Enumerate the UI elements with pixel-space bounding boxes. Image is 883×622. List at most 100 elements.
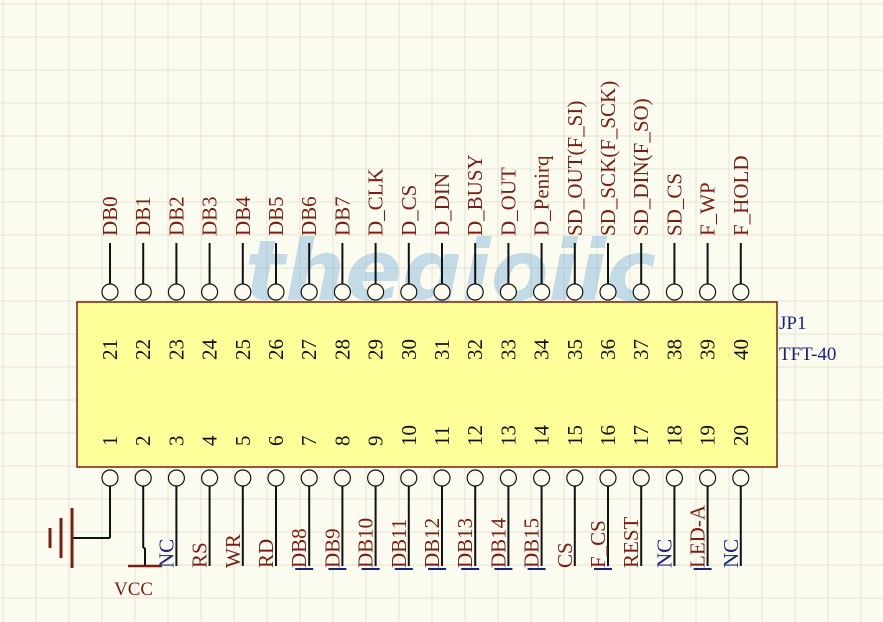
pin-number: 12 bbox=[463, 425, 487, 446]
pin-terminal[interactable] bbox=[400, 469, 418, 487]
top-pin[interactable]: 34 D_Penirq bbox=[530, 155, 554, 360]
bottom-pin[interactable]: 6 RD bbox=[254, 436, 288, 569]
pin-number: 30 bbox=[397, 339, 421, 360]
top-pin[interactable]: 40 F_HOLD bbox=[729, 155, 753, 360]
bottom-pin[interactable]: 16 F_CS bbox=[586, 425, 620, 570]
top-pin[interactable]: 26 DB5 bbox=[264, 196, 288, 360]
pin-label: DB1 bbox=[131, 196, 155, 236]
pin-terminal[interactable] bbox=[732, 469, 750, 487]
pin-number: 13 bbox=[496, 425, 520, 446]
pin-terminal[interactable] bbox=[167, 469, 185, 487]
bottom-pin[interactable]: 3 NC bbox=[154, 436, 188, 569]
pin-label: DB15 bbox=[520, 518, 544, 568]
top-pin[interactable]: 38 SD_CS bbox=[662, 173, 686, 360]
top-pin[interactable]: 28 DB7 bbox=[330, 196, 354, 360]
top-pin[interactable]: 24 DB3 bbox=[198, 196, 222, 360]
pin-terminal[interactable] bbox=[599, 469, 617, 487]
top-pin[interactable]: 36 SD_SCK(F_SCK) bbox=[596, 81, 620, 360]
pin-terminal[interactable] bbox=[599, 283, 617, 301]
pin-terminal[interactable] bbox=[234, 469, 252, 487]
top-pin[interactable]: 25 DB4 bbox=[231, 196, 255, 360]
pin-terminal[interactable] bbox=[267, 283, 285, 301]
pin-terminal[interactable] bbox=[566, 469, 584, 487]
pin-terminal[interactable] bbox=[632, 283, 650, 301]
pin-terminal[interactable] bbox=[101, 469, 119, 487]
top-pin[interactable]: 21 DB0 bbox=[98, 196, 122, 360]
pin-terminal[interactable] bbox=[367, 283, 385, 301]
pin-label: REST bbox=[619, 516, 643, 568]
pin-number: 16 bbox=[596, 425, 620, 446]
top-pin[interactable]: 39 F_WP bbox=[696, 182, 720, 360]
top-pin[interactable]: 37 SD_DIN(F_SO) bbox=[629, 98, 653, 360]
pin-number: 19 bbox=[696, 425, 720, 446]
pin-terminal[interactable] bbox=[300, 283, 318, 301]
pin-terminal[interactable] bbox=[201, 469, 219, 487]
top-pin[interactable]: 29 D_CLK bbox=[364, 168, 388, 360]
pin-label: D_DIN bbox=[430, 173, 454, 236]
pin-terminal[interactable] bbox=[333, 283, 351, 301]
pin-terminal[interactable] bbox=[267, 469, 285, 487]
top-pin[interactable]: 32 D_BUSY bbox=[463, 154, 487, 360]
pin-number: 40 bbox=[729, 339, 753, 360]
bottom-pin[interactable]: 13 DB14 bbox=[486, 425, 520, 570]
pin-terminal[interactable] bbox=[466, 469, 484, 487]
bottom-pin[interactable]: 19 LED-A bbox=[686, 425, 720, 570]
pin-terminal[interactable] bbox=[466, 283, 484, 301]
top-pin[interactable]: 22 DB1 bbox=[131, 196, 155, 360]
bottom-pin[interactable]: 15 CS bbox=[553, 425, 587, 568]
bottom-pin[interactable]: 8 DB9 bbox=[320, 436, 354, 570]
pin-terminal[interactable] bbox=[333, 469, 351, 487]
pin-number: 29 bbox=[364, 339, 388, 360]
pin-terminal[interactable] bbox=[499, 283, 517, 301]
pin-terminal[interactable] bbox=[300, 469, 318, 487]
pin-label: F_WP bbox=[696, 182, 720, 236]
pin-terminal[interactable] bbox=[665, 283, 684, 301]
pin-number: 8 bbox=[330, 436, 354, 447]
bottom-pin[interactable]: 4 RS bbox=[188, 435, 222, 568]
bottom-pin[interactable]: 9 DB10 bbox=[354, 436, 388, 570]
pin-terminal[interactable] bbox=[201, 283, 219, 301]
pin-terminal[interactable] bbox=[499, 469, 517, 487]
pin-terminal[interactable] bbox=[732, 283, 750, 301]
bottom-pin[interactable]: 11 DB12 bbox=[420, 426, 454, 570]
pin-number: 39 bbox=[696, 339, 720, 360]
bottom-pin[interactable]: 18 NC bbox=[652, 425, 686, 568]
pin-terminal[interactable] bbox=[532, 469, 551, 487]
pin-terminal[interactable] bbox=[532, 283, 551, 301]
pin-terminal[interactable] bbox=[234, 283, 252, 301]
bottom-pin[interactable]: 14 DB15 bbox=[520, 425, 554, 570]
vcc-label: VCC bbox=[114, 579, 153, 600]
bottom-pin[interactable]: 5 WR bbox=[221, 436, 255, 569]
pin-terminal[interactable] bbox=[101, 283, 119, 301]
pin-terminal[interactable] bbox=[433, 283, 451, 301]
pin-terminal[interactable] bbox=[134, 283, 152, 301]
pin-label: WR bbox=[221, 534, 245, 568]
bottom-pin[interactable]: 7 DB8 bbox=[287, 436, 321, 570]
bottom-pin[interactable]: 17 REST bbox=[619, 425, 653, 568]
pin-terminal[interactable] bbox=[632, 469, 650, 487]
pin-number: 24 bbox=[198, 339, 222, 361]
pin-terminal[interactable] bbox=[698, 469, 717, 487]
top-pin[interactable]: 27 DB6 bbox=[297, 196, 321, 360]
pin-terminal[interactable] bbox=[566, 283, 584, 301]
top-pin[interactable]: 23 DB2 bbox=[164, 196, 188, 360]
pin-number: 28 bbox=[330, 339, 354, 360]
top-pin[interactable]: 35 SD_OUT(F_SI) bbox=[563, 101, 587, 360]
pin-terminal[interactable] bbox=[433, 469, 451, 487]
pin-number: 11 bbox=[430, 426, 454, 446]
bottom-pin[interactable]: 10 DB11 bbox=[387, 425, 421, 570]
pin-terminal[interactable] bbox=[367, 469, 385, 487]
bottom-pin[interactable]: 12 DB13 bbox=[453, 425, 487, 570]
bottom-pin[interactable]: 20 NC bbox=[719, 425, 753, 568]
top-pin[interactable]: 31 D_DIN bbox=[430, 173, 454, 360]
pin-terminal[interactable] bbox=[167, 283, 185, 301]
pin-terminal[interactable] bbox=[400, 283, 418, 301]
component-body[interactable] bbox=[76, 301, 778, 468]
pin-terminal[interactable] bbox=[698, 283, 717, 301]
pin-label: NC bbox=[719, 539, 743, 568]
pin-terminal[interactable] bbox=[134, 469, 152, 487]
top-pin[interactable]: 33 D_OUT bbox=[496, 167, 520, 360]
pin-terminal[interactable] bbox=[665, 469, 684, 487]
pin-number: 33 bbox=[496, 339, 520, 360]
top-pin[interactable]: 30 D_CS bbox=[397, 185, 421, 360]
